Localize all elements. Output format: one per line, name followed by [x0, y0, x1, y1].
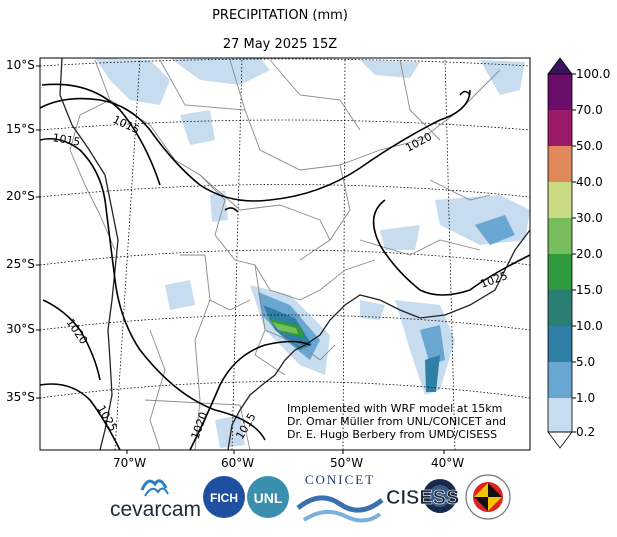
colorbar-label: 70.0 [576, 103, 603, 117]
isobar-label: 1015 [51, 131, 81, 149]
colorbar-label: 5.0 [576, 355, 596, 369]
colorbar-swatch [548, 110, 572, 146]
colorbar-min-extend [547, 431, 573, 449]
svg-text:CONICET: CONICET [305, 472, 375, 487]
credit-line: Dr. E. Hugo Berbery from UMD/CISESS [287, 428, 498, 441]
map-subtitle: 27 May 2025 15Z [222, 37, 338, 52]
colorbar-label: 40.0 [576, 175, 603, 189]
svg-text:FICH: FICH [210, 491, 238, 505]
cevarcam-logo: cevarcam [110, 479, 201, 521]
umd-seal-logo [465, 474, 511, 520]
colorbar-swatch [548, 398, 572, 432]
colorbar-label: 20.0 [576, 247, 603, 261]
lon-label: 40°W [431, 456, 465, 470]
colorbar-swatch [548, 290, 572, 326]
colorbar-label: 15.0 [576, 283, 603, 297]
graticule [39, 57, 531, 451]
unl-logo: UNL [247, 476, 289, 518]
map-frame [39, 57, 531, 451]
colorbar-swatch [548, 326, 572, 362]
credit-text: Implemented with WRF model at 15km Dr. O… [287, 402, 506, 441]
colorbar-swatch [548, 254, 572, 290]
colorbar-max-extend [547, 57, 573, 75]
colorbar-swatch [548, 218, 572, 254]
lat-label: 20°S [6, 189, 35, 203]
svg-text:cevarcam: cevarcam [110, 498, 201, 521]
svg-text:CISESS: CISESS [386, 487, 459, 509]
conicet-logo: CONICET [296, 472, 384, 523]
logo-row: cevarcam FICH UNL CONICET CISESS [110, 472, 511, 523]
colorbar-label: 100.0 [576, 67, 611, 81]
lat-label: 15°S [6, 122, 35, 136]
lon-label: 70°W [113, 456, 147, 470]
coastline [59, 57, 531, 451]
lat-label: 25°S [6, 257, 35, 271]
isobars [39, 83, 531, 451]
boundaries [69, 59, 501, 451]
credit-line: Dr. Omar Müller from UNL/CONICET and [287, 415, 507, 428]
lon-label: 50°W [330, 456, 364, 470]
colorbar-label: 10.0 [576, 319, 603, 333]
lon-label: 60°W [221, 456, 255, 470]
lat-label: 10°S [6, 58, 35, 72]
colorbar-swatch [548, 182, 572, 218]
colorbar-label: 50.0 [576, 139, 603, 153]
cisess-logo: CISESS [386, 479, 460, 513]
svg-text:UNL: UNL [254, 490, 283, 506]
map-title: PRECIPITATION (mm) [212, 8, 348, 23]
colorbar-swatch [548, 146, 572, 182]
colorbar-swatch [548, 74, 572, 110]
credit-line: Implemented with WRF model at 15km [287, 402, 503, 415]
colorbar-label: 0.2 [576, 425, 596, 439]
colorbar [547, 57, 573, 449]
fich-logo: FICH [203, 476, 245, 518]
lat-label: 35°S [6, 390, 35, 404]
lat-label: 30°S [6, 322, 35, 336]
colorbar-swatch [548, 362, 572, 398]
colorbar-label: 1.0 [576, 391, 596, 405]
colorbar-label: 30.0 [576, 211, 603, 225]
